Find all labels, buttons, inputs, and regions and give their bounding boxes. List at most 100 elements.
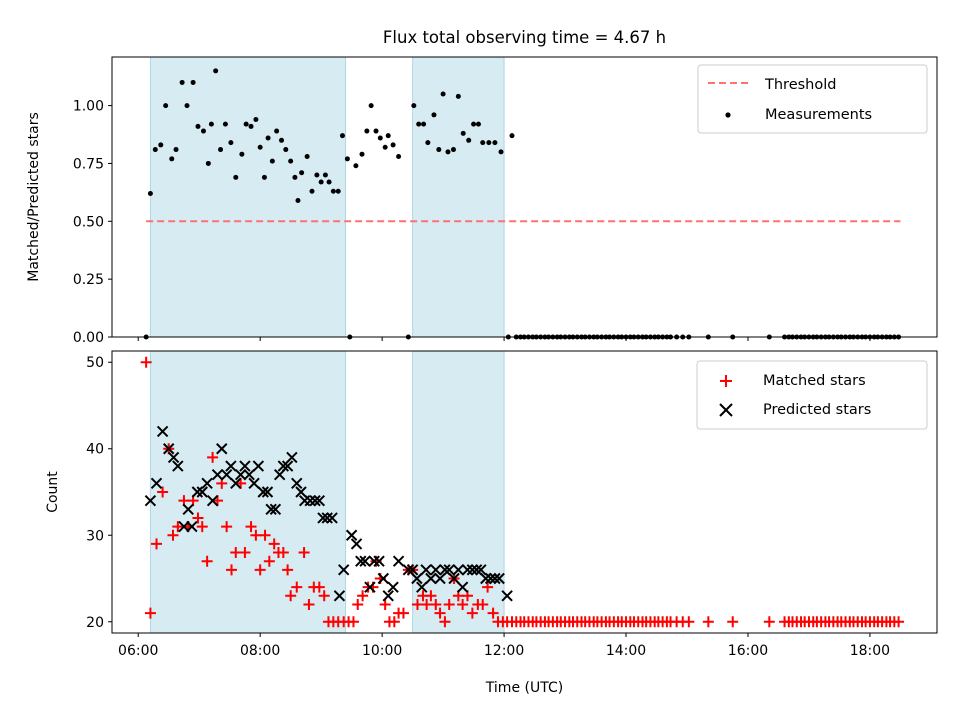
matched-star-marker: [893, 616, 905, 628]
predicted-star-marker: [416, 581, 428, 593]
measurement-point: [213, 68, 219, 74]
top-legend: Threshold Measurements: [697, 64, 928, 134]
matched-star-marker: [477, 598, 489, 610]
measurement-point: [184, 103, 190, 109]
predicted-star-marker: [350, 538, 363, 550]
predicted-star-marker: [368, 555, 380, 567]
measurement-point: [344, 156, 350, 162]
predicted-star-marker: [480, 572, 492, 585]
measurement-point: [390, 142, 396, 148]
measurement-point: [152, 147, 158, 153]
top-shaded-intervals: [149, 56, 505, 338]
measurement-point: [411, 103, 417, 109]
measurement-point: [173, 147, 179, 153]
matched-star-marker: [318, 590, 330, 602]
matched-star-marker: [254, 564, 266, 576]
matched-star-marker: [221, 521, 233, 533]
measurement-point: [257, 144, 263, 150]
y-tick-label-top: 0.75: [73, 156, 104, 172]
predicted-star-marker: [443, 564, 455, 576]
predicted-star-marker: [406, 564, 419, 576]
bottom-ylabel: Count: [45, 471, 61, 513]
shaded-interval: [149, 350, 347, 634]
predicted-star-markers: [144, 425, 513, 602]
x-tick-label: 18:00: [850, 643, 890, 659]
matched-star-marker: [303, 598, 315, 610]
measurement-point: [450, 147, 456, 153]
predicted-star-marker: [269, 503, 282, 516]
matched-star-marker: [425, 590, 437, 602]
predicted-star-marker: [434, 572, 446, 585]
measurement-point: [335, 188, 341, 194]
matched-star-marker: [388, 616, 400, 628]
predicted-star-marker: [206, 494, 219, 507]
measurement-point: [314, 172, 320, 178]
measurement-point: [385, 133, 391, 139]
bottom-legend-box: [696, 360, 928, 430]
legend-predicted-label: Predicted stars: [763, 402, 871, 418]
measurement-point: [195, 123, 201, 129]
y-tick-label-bottom: 40: [86, 442, 104, 458]
matched-star-marker: [397, 607, 409, 619]
legend-matched-label: Matched stars: [763, 373, 866, 389]
predicted-star-marker: [304, 494, 316, 507]
measurement-point: [509, 133, 515, 139]
predicted-star-marker: [265, 503, 277, 516]
x-tick-label: 14:00: [606, 643, 646, 659]
measurement-point: [200, 128, 206, 134]
measurement-point: [480, 140, 486, 146]
predicted-star-marker: [167, 451, 180, 464]
predicted-star-marker: [286, 451, 298, 464]
measurement-point: [431, 112, 437, 118]
predicted-star-marker: [277, 460, 290, 472]
measurement-point: [269, 158, 275, 164]
predicted-star-marker: [230, 477, 242, 490]
measurement-point: [233, 174, 239, 180]
measurement-point: [228, 140, 234, 146]
predicted-star-marker: [484, 572, 497, 585]
predicted-star-marker: [501, 590, 513, 602]
measurement-point: [492, 140, 498, 146]
predicted-star-marker: [248, 477, 260, 490]
measurement-point: [239, 151, 245, 157]
predicted-star-marker: [321, 512, 333, 524]
legend-matched-swatch: [720, 375, 732, 387]
measurement-point: [309, 188, 315, 194]
shaded-interval: [412, 350, 505, 634]
matched-star-marker: [201, 555, 213, 567]
matched-star-marker: [434, 607, 446, 619]
predicted-star-marker: [382, 590, 394, 602]
matched-star-marker: [298, 547, 310, 559]
bottom-panel: 06:00 08:00 10:00 12:00 14:00 16:00 18:00 20 30 4…: [45, 350, 938, 696]
measurement-point: [466, 137, 472, 143]
measurement-point: [158, 142, 164, 148]
matched-star-marker: [313, 581, 325, 593]
y-tick-label-bottom: 50: [86, 355, 104, 371]
predicted-star-marker: [359, 555, 371, 567]
predicted-star-marker: [186, 520, 198, 533]
measurement-point: [396, 154, 402, 160]
matched-star-marker: [763, 616, 775, 628]
measurement-point: [169, 156, 175, 162]
legend-measurements-swatch: [725, 112, 731, 118]
predicted-star-marker: [172, 460, 184, 472]
predicted-star-marker: [220, 468, 233, 481]
y-tick-label-top: 0.25: [73, 272, 104, 288]
predicted-star-marker: [196, 486, 208, 498]
predicted-star-marker: [475, 564, 487, 576]
matched-star-marker: [357, 590, 369, 602]
measurement-point: [283, 147, 289, 153]
matched-star-marker: [207, 451, 219, 463]
shaded-interval: [412, 56, 505, 338]
matched-star-marker: [144, 607, 156, 619]
predicted-star-marker: [402, 564, 415, 576]
matched-star-marker: [439, 616, 451, 628]
top-axes-frame: [111, 56, 938, 338]
matched-star-marker: [259, 529, 271, 541]
measurement-point: [368, 103, 374, 109]
matched-star-marker: [727, 616, 739, 628]
predicted-star-marker: [281, 460, 294, 472]
matched-star-marker: [482, 581, 494, 593]
bottom-legend: Matched stars Predicted stars: [696, 360, 928, 430]
measurement-point: [274, 128, 280, 134]
